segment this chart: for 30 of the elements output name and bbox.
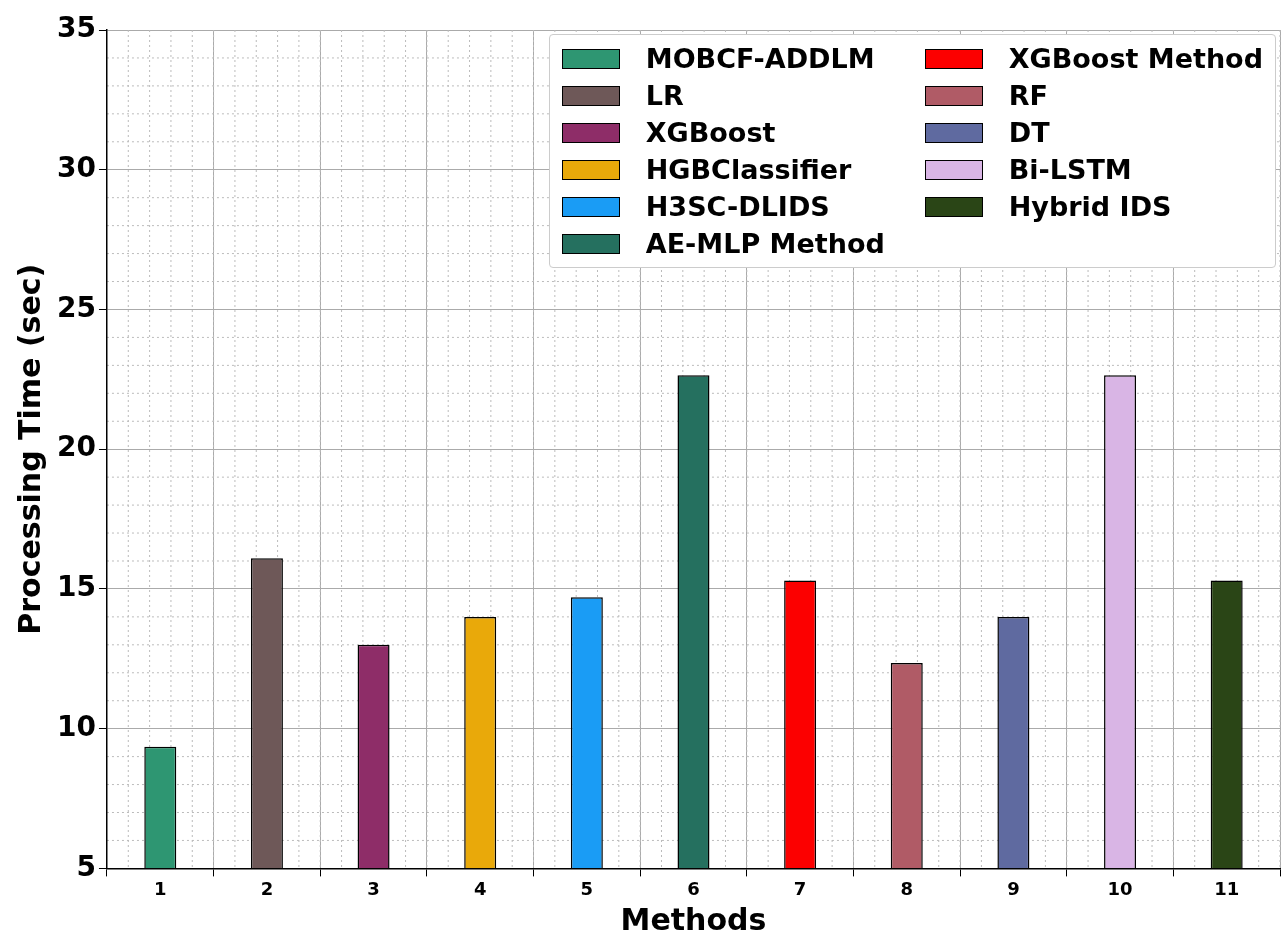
- legend-label: Bi-LSTM: [1008, 154, 1132, 185]
- y-tick-label: 30: [57, 151, 96, 185]
- x-tick-label: 5: [580, 877, 594, 899]
- legend-label: MOBCF-ADDLM: [645, 43, 875, 74]
- legend-label: RF: [1008, 80, 1048, 111]
- x-tick-label: 1: [154, 877, 167, 899]
- y-tick-label: 25: [57, 290, 96, 324]
- legend-label: XGBoost: [645, 117, 776, 148]
- y-tick-label: 20: [57, 430, 96, 464]
- y-tick-label: 15: [57, 570, 96, 604]
- x-tick-label: 3: [367, 877, 380, 899]
- x-tick-label: 8: [900, 877, 914, 899]
- x-tick-label: 9: [1007, 877, 1020, 899]
- x-tick-label: 7: [793, 877, 807, 899]
- legend-label: XGBoost Method: [1008, 43, 1263, 74]
- y-axis-title: Processing Time (sec): [11, 263, 47, 635]
- legend-label: DT: [1008, 117, 1050, 148]
- y-tick-label: 10: [57, 709, 96, 743]
- x-tick-label: 10: [1107, 877, 1133, 899]
- legend-label: AE-MLP Method: [645, 228, 885, 259]
- legend-label: LR: [645, 80, 684, 111]
- x-tick-label: 11: [1214, 877, 1240, 899]
- y-tick-label: 35: [57, 11, 96, 45]
- x-tick-label: 6: [687, 877, 700, 899]
- x-tick-label: 4: [473, 877, 487, 899]
- legend-label: Hybrid IDS: [1008, 191, 1172, 222]
- legend-label: HGBClassifier: [645, 154, 852, 185]
- x-tick-label: 2: [260, 877, 274, 899]
- x-axis-title: Methods: [620, 901, 767, 937]
- legend-label: H3SC-DLIDS: [645, 191, 830, 222]
